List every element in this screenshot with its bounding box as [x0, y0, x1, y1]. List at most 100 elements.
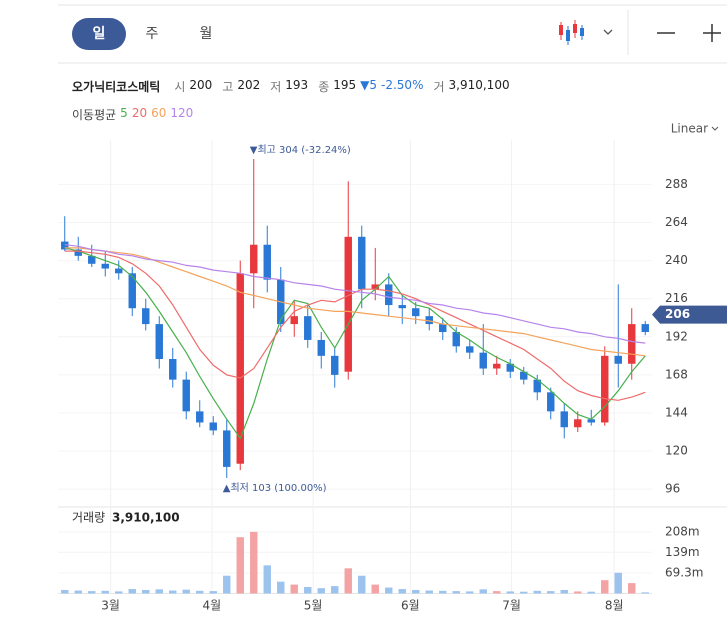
candle-body — [641, 324, 649, 333]
tab-active-bg[interactable] — [72, 18, 126, 50]
candle-body — [506, 363, 514, 372]
candle-body — [344, 236, 352, 372]
y-tick-label: 192 — [665, 329, 688, 343]
candle-body — [520, 371, 528, 380]
candle-body — [101, 263, 109, 269]
volume-bar — [142, 589, 150, 594]
volume-bar — [439, 590, 447, 594]
candle-body — [155, 324, 163, 359]
volume-bar — [290, 584, 298, 594]
candle-body — [236, 273, 244, 464]
price-tag-label: 206 — [665, 307, 690, 321]
volume-bar — [641, 592, 649, 594]
y-tick-label: 264 — [665, 215, 688, 229]
candle-body — [61, 241, 69, 250]
y-tick-label: 288 — [665, 177, 688, 191]
volume-bar — [331, 586, 339, 594]
ma-line — [64, 250, 646, 401]
volume-bar — [236, 537, 244, 594]
candle-body — [74, 249, 82, 256]
change-pct: -2.50% — [381, 78, 424, 92]
volume-bar — [533, 590, 541, 594]
candle-body — [250, 244, 258, 274]
x-tick-label: 3월 — [101, 599, 120, 613]
volume-bar — [304, 586, 312, 594]
candle-body — [412, 308, 420, 317]
field-label: 종 — [318, 80, 330, 94]
candle-body — [88, 255, 96, 264]
tab[interactable]: 일 — [93, 26, 106, 42]
volume-bar — [182, 589, 190, 594]
tab[interactable]: 주 — [146, 26, 159, 42]
candle-body — [533, 379, 541, 393]
y-tick-label: 120 — [665, 444, 688, 458]
x-tick-label: 6월 — [401, 599, 420, 613]
low-annotation: ▲최저 103 (100.00%) — [223, 482, 327, 494]
volume-bar — [74, 590, 82, 594]
volume-bar — [452, 591, 460, 594]
y-tick-label: 240 — [665, 253, 688, 267]
candle-body — [560, 411, 568, 428]
candle-body — [115, 268, 123, 274]
ma-legend-item[interactable]: 60 — [151, 106, 167, 120]
candle-body — [223, 430, 231, 467]
candle-body — [358, 236, 366, 290]
volume-bar — [520, 591, 528, 594]
volume-bar — [601, 580, 609, 594]
scale-label[interactable]: Linear — [671, 122, 708, 136]
ma-legend: 이동평균 5 20 60 120 — [72, 106, 193, 123]
price-tag — [652, 305, 727, 324]
volume-bar — [263, 565, 271, 594]
volume-bar — [479, 589, 487, 594]
y-tick-label: 144 — [665, 405, 688, 419]
volume-bar — [587, 591, 595, 594]
candle-body — [439, 324, 447, 333]
volume-bar — [574, 591, 582, 594]
candle-body — [290, 316, 298, 325]
chart-type-button[interactable] — [559, 20, 613, 45]
field-label: 고 — [222, 80, 234, 94]
candle-body — [263, 244, 271, 280]
candle-body — [574, 419, 582, 428]
scale-chevron[interactable] — [711, 126, 719, 131]
field-value: 195 — [333, 78, 357, 92]
candle-body — [169, 359, 177, 380]
candle-body — [398, 305, 406, 309]
candle-body — [182, 379, 190, 412]
volume-bar — [250, 531, 258, 594]
stock-name: 오가닉티코스메틱 — [72, 80, 161, 94]
zoom-in-button[interactable] — [703, 24, 721, 42]
volume-bar — [358, 575, 366, 594]
ma-line — [64, 247, 646, 357]
volume-bar — [371, 584, 379, 594]
volume-tick-label: 208m — [665, 524, 700, 538]
tab[interactable]: 월 — [200, 26, 213, 42]
candle-body — [317, 339, 325, 356]
candle-body — [304, 316, 312, 340]
field-value: 200 — [189, 78, 213, 92]
volume-bar — [155, 589, 163, 594]
candle-body — [425, 316, 433, 325]
ma-legend-item[interactable]: 5 — [120, 106, 128, 120]
volume-title: 거래량 — [72, 511, 105, 525]
ma-legend-item[interactable]: 20 — [131, 106, 148, 120]
volume-label: 3,910,100 — [112, 511, 180, 525]
ma-title: 이동평균 — [72, 108, 117, 122]
ma-legend-item[interactable]: 120 — [170, 106, 194, 120]
high-annotation: ▼최고 304 (-32.24%) — [250, 144, 351, 156]
volume-bar — [128, 589, 136, 594]
volume-bar — [317, 588, 325, 594]
volume-bar — [547, 591, 555, 594]
volume-tick-label: 139m — [665, 545, 700, 559]
x-tick-label: 7월 — [502, 599, 521, 613]
volume-bar — [412, 589, 420, 594]
volume-bar — [614, 572, 622, 594]
volume-bar — [223, 575, 231, 594]
candle-body — [452, 332, 460, 347]
candle-body — [547, 392, 555, 412]
volume-bar — [196, 590, 204, 594]
candle-body — [385, 284, 393, 306]
candle-body — [601, 355, 609, 423]
candle-body — [128, 273, 136, 309]
